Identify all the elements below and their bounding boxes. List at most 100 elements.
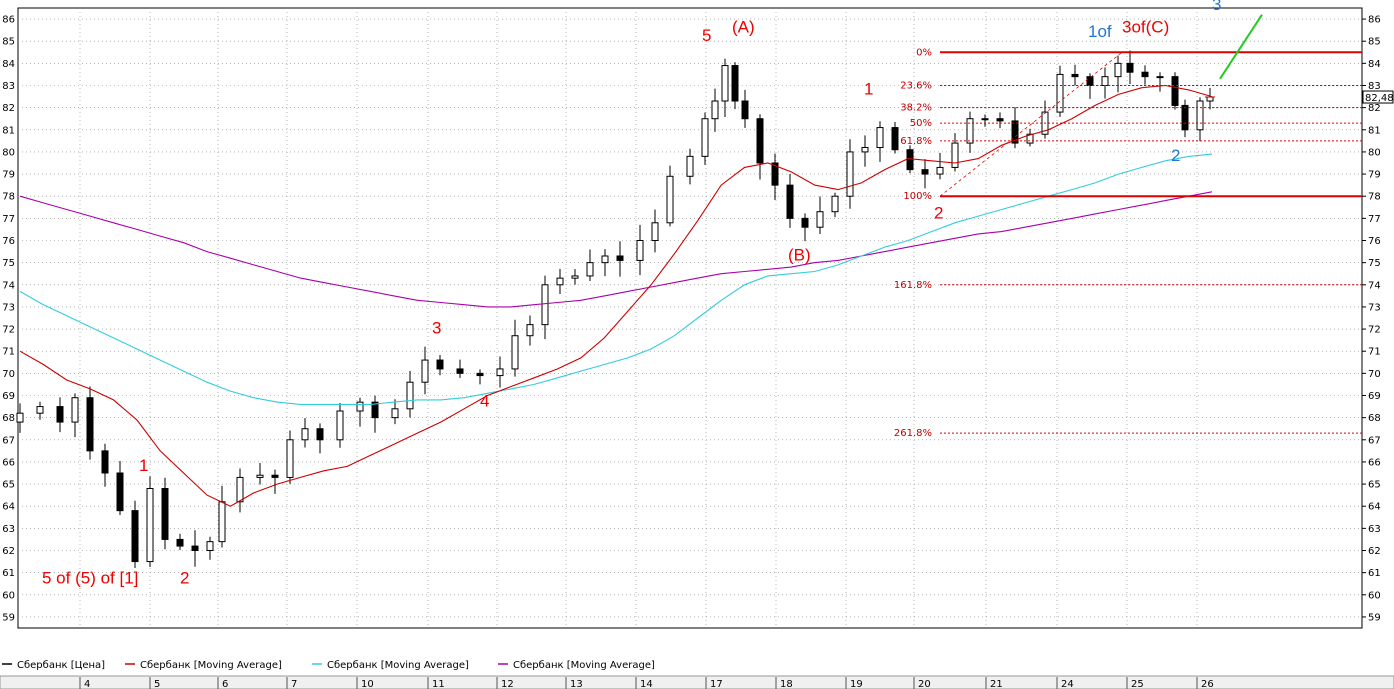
wave-label: 2 [180, 569, 189, 588]
wave-label: 2 [1171, 146, 1180, 165]
candle-body [191, 545, 199, 551]
x-tick-label: 20 [918, 679, 931, 689]
candle-body [301, 428, 309, 441]
x-tick-label: 26 [1201, 679, 1214, 689]
x-tick-label: 5 [154, 679, 160, 689]
candle-body [406, 381, 414, 410]
candle-body [1026, 133, 1034, 144]
candle-body [146, 488, 154, 563]
wave-label: 3of(C) [1122, 17, 1169, 36]
candle-body [16, 412, 24, 423]
y-tick-label: 73 [1368, 302, 1381, 313]
y-tick-label: 84 [1368, 59, 1381, 70]
y-tick-label-left: 69 [2, 391, 15, 402]
candle-body [421, 359, 429, 383]
y-tick-label-left: 85 [2, 37, 15, 48]
candle-body [816, 211, 824, 228]
candle-body [951, 142, 959, 168]
y-tick-label: 65 [1368, 480, 1381, 491]
legend-item-label: Сбербанк [Цена] [17, 660, 105, 671]
y-tick-label: 81 [1368, 125, 1381, 136]
y-tick-label-left: 80 [2, 147, 15, 158]
candle-body [666, 175, 674, 224]
candle-body [741, 100, 749, 120]
y-tick-label-left: 67 [2, 435, 15, 446]
y-tick-label: 72 [1368, 325, 1381, 336]
y-tick-label-left: 65 [2, 480, 15, 491]
y-tick-label: 83 [1368, 81, 1381, 92]
fib-level-label: 261.8% [894, 428, 932, 439]
plot-frame [17, 7, 1363, 629]
y-tick-label: 60 [1368, 590, 1381, 601]
moving-average-long-line [19, 191, 1213, 308]
candle-body [336, 410, 344, 441]
candle-body [1114, 62, 1122, 78]
candle-body [1156, 76, 1164, 79]
candle-body [436, 359, 444, 370]
y-tick-label-left: 74 [2, 280, 15, 291]
candle-body [1196, 100, 1204, 131]
y-tick-label-left: 75 [2, 258, 15, 269]
x-tick-label: 24 [1061, 679, 1074, 689]
y-tick-label-left: 70 [2, 369, 15, 380]
wave-label: 3 [432, 319, 441, 338]
candle-body [921, 169, 929, 175]
candle-body [861, 147, 869, 153]
y-tick-label-left: 62 [2, 546, 15, 557]
wave-label: 1of [1088, 22, 1112, 41]
x-tick-label: 19 [850, 679, 863, 689]
candle-body [541, 284, 549, 326]
candle-body [511, 335, 519, 370]
candle-body [1056, 73, 1064, 113]
y-tick-label-left: 73 [2, 302, 15, 313]
candle-body [86, 397, 94, 452]
last-price-label: 82,48 [1365, 93, 1394, 104]
legend-item-label: Сбербанк [Moving Average] [327, 660, 469, 671]
candle-body [176, 538, 184, 547]
candle-body [1071, 73, 1079, 78]
candle-body [356, 401, 364, 412]
wave-label: (A) [732, 17, 755, 36]
fib-level-label: 38.2% [900, 103, 932, 114]
y-tick-label-left: 84 [2, 59, 15, 70]
candle-body [131, 510, 139, 563]
x-tick-label: 11 [432, 679, 445, 689]
candle-body [711, 100, 719, 120]
candle-body [891, 127, 899, 151]
y-tick-label-left: 60 [2, 590, 15, 601]
candle-body [496, 368, 504, 377]
y-tick-label: 63 [1368, 524, 1381, 535]
fib-level-label: 23.6% [900, 81, 932, 92]
candle-body [1206, 96, 1214, 102]
y-tick-label-left: 61 [2, 568, 15, 579]
candle-body [256, 474, 264, 478]
y-tick-label: 61 [1368, 568, 1381, 579]
y-tick-label: 62 [1368, 546, 1381, 557]
candle-body [476, 372, 484, 377]
legend-bar [0, 656, 1394, 675]
y-tick-label: 68 [1368, 413, 1381, 424]
y-tick-label: 85 [1368, 37, 1381, 48]
candle-body [601, 255, 609, 264]
candle-body [616, 255, 624, 261]
wave-label: 3 [1212, 0, 1221, 14]
candle-body [206, 541, 214, 552]
x-axis-bar [0, 675, 1394, 689]
wave-label: 1 [864, 79, 873, 98]
y-tick-label: 71 [1368, 347, 1381, 358]
y-tick-label: 66 [1368, 457, 1381, 468]
candle-body [651, 222, 659, 242]
candle-body [1101, 76, 1109, 87]
y-tick-label-left: 72 [2, 325, 15, 336]
candle-body [786, 184, 794, 219]
y-tick-label: 76 [1368, 236, 1381, 247]
x-tick-label: 12 [501, 679, 514, 689]
x-tick-label: 4 [84, 679, 90, 689]
y-tick-label-left: 78 [2, 192, 15, 203]
x-tick-label: 17 [710, 679, 723, 689]
y-tick-label-left: 83 [2, 81, 15, 92]
candle-body [36, 406, 44, 414]
wave-label: (B) [788, 245, 811, 264]
projection-arrow [1219, 14, 1263, 80]
candles-group [16, 50, 1214, 569]
